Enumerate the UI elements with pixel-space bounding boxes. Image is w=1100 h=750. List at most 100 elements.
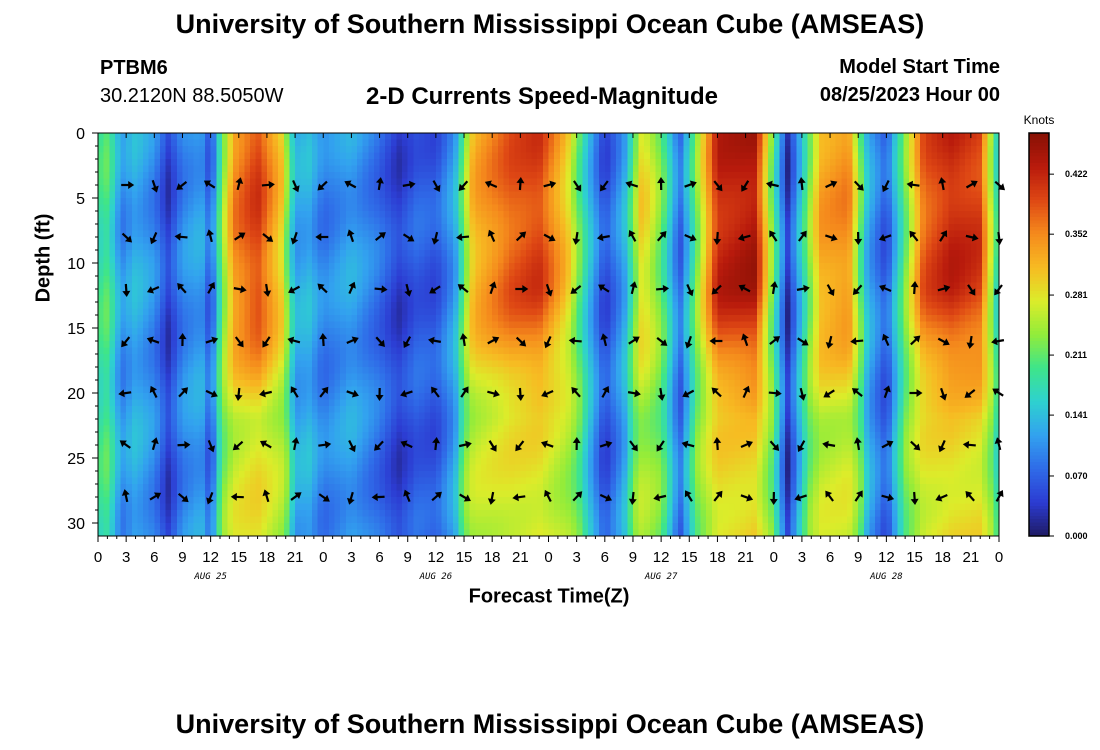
heatmap-cell: [165, 510, 172, 518]
heatmap-cell: [210, 523, 217, 531]
heatmap-cell: [373, 152, 381, 160]
heatmap-cell: [311, 341, 319, 349]
heatmap-cell: [402, 516, 409, 524]
heatmap-cell: [143, 367, 150, 375]
heatmap-cell: [238, 159, 246, 167]
heatmap-cell: [188, 185, 195, 193]
heatmap-cell: [221, 198, 229, 206]
heatmap-cell: [480, 172, 488, 180]
heatmap-cell: [227, 406, 234, 414]
heatmap-cell: [525, 399, 533, 407]
heatmap-cell: [193, 360, 200, 368]
heatmap-cell: [300, 243, 307, 251]
heatmap-cell: [452, 445, 459, 453]
heatmap-cell: [430, 217, 437, 225]
heatmap-cell: [469, 237, 476, 245]
heatmap-cell: [199, 334, 206, 342]
heatmap-cell: [402, 172, 409, 180]
heatmap-cell: [289, 302, 296, 310]
heatmap-cell: [120, 178, 127, 186]
heatmap-cell: [148, 172, 155, 180]
heatmap-cell: [379, 165, 386, 173]
heatmap-cell: [210, 237, 217, 245]
heatmap-cell: [514, 263, 521, 271]
heatmap-cell: [295, 380, 302, 388]
heatmap-cell: [447, 490, 454, 498]
heatmap-cell: [143, 406, 150, 414]
heatmap-cell: [255, 302, 262, 310]
heatmap-cell: [188, 256, 195, 264]
heatmap-cell: [396, 217, 403, 225]
heatmap-cell: [103, 354, 110, 362]
heatmap-cell: [204, 516, 212, 524]
heatmap-cell: [171, 458, 178, 466]
heatmap-cell: [210, 276, 217, 284]
heatmap-cell: [475, 191, 482, 199]
heatmap-cell: [131, 178, 139, 186]
heatmap-cell: [424, 152, 431, 160]
heatmap-cell: [278, 321, 285, 329]
heatmap-cell: [418, 412, 426, 420]
heatmap-cell: [103, 458, 110, 466]
heatmap-cell: [255, 451, 262, 459]
heatmap-cell: [475, 289, 482, 297]
heatmap-cell: [98, 198, 105, 206]
heatmap-cell: [159, 191, 167, 199]
heatmap-cell: [103, 172, 110, 180]
heatmap-cell: [137, 360, 144, 368]
heatmap-cell: [435, 263, 443, 271]
heatmap-cell: [300, 289, 307, 297]
heatmap-cell: [109, 360, 116, 368]
heatmap-cell: [497, 490, 505, 498]
heatmap-cell: [120, 360, 127, 368]
heatmap-cell: [317, 276, 324, 284]
heatmap-cell: [345, 510, 352, 518]
heatmap-cell: [188, 451, 195, 459]
heatmap-cell: [548, 295, 555, 303]
heatmap-cell: [221, 510, 229, 518]
heatmap-cell: [306, 237, 313, 245]
heatmap-cell: [497, 497, 505, 505]
heatmap-cell: [227, 484, 234, 492]
heatmap-cell: [509, 484, 516, 492]
heatmap-cell: [261, 399, 268, 407]
heatmap-cell: [137, 269, 144, 277]
heatmap-cell: [143, 321, 150, 329]
heatmap-cell: [340, 503, 347, 511]
heatmap-cell: [250, 211, 257, 219]
heatmap-cell: [497, 484, 505, 492]
heatmap-cell: [154, 178, 161, 186]
heatmap-cell: [272, 484, 279, 492]
heatmap-cell: [182, 263, 189, 271]
heatmap-cell: [345, 185, 352, 193]
heatmap-cell: [497, 276, 505, 284]
heatmap-cell: [418, 276, 426, 284]
heatmap-cell: [182, 393, 189, 401]
heatmap-cell: [154, 354, 161, 362]
heatmap-cell: [289, 178, 296, 186]
heatmap-cell: [114, 412, 122, 420]
heatmap-cell: [176, 315, 184, 323]
heatmap-cell: [244, 308, 251, 316]
heatmap-cell: [103, 510, 110, 518]
heatmap-cell: [272, 204, 279, 212]
heatmap-cell: [435, 445, 443, 453]
heatmap-cell: [137, 503, 144, 511]
heatmap-cell: [407, 386, 414, 394]
heatmap-cell: [452, 243, 459, 251]
heatmap-cell: [244, 243, 251, 251]
heatmap-cell: [407, 152, 414, 160]
heatmap-cell: [328, 464, 336, 472]
heatmap-cell: [418, 178, 426, 186]
heatmap-cell: [334, 250, 341, 258]
heatmap-cell: [300, 399, 307, 407]
heatmap-cell: [509, 341, 516, 349]
heatmap-cell: [424, 282, 431, 290]
heatmap-cell: [323, 445, 330, 453]
heatmap-cell: [103, 282, 110, 290]
heatmap-cell: [250, 230, 257, 238]
heatmap-cell: [368, 250, 375, 258]
heatmap-cell: [396, 250, 403, 258]
heatmap-cell: [503, 406, 510, 414]
heatmap-cell: [424, 399, 431, 407]
